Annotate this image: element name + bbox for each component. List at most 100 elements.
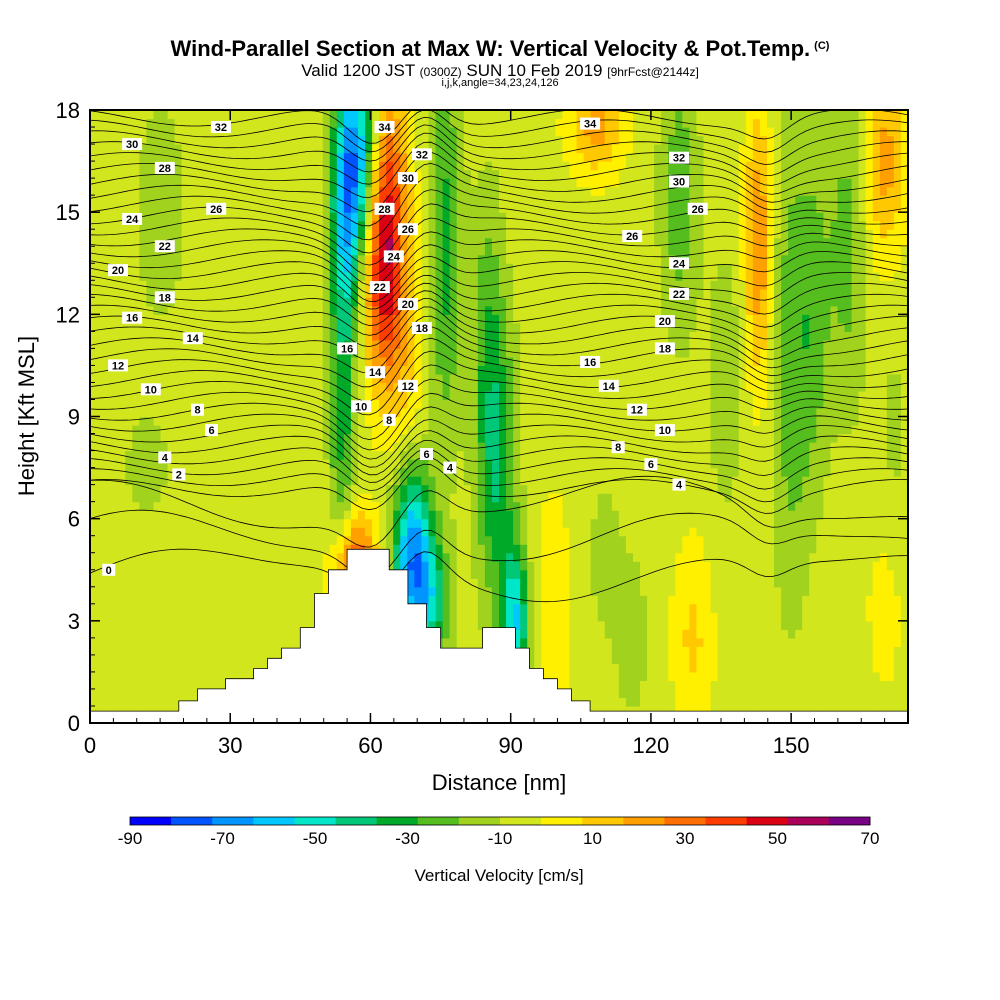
- w-cell: [520, 416, 528, 426]
- w-cell: [520, 390, 528, 401]
- w-cell: [315, 288, 324, 298]
- w-cell: [273, 484, 281, 494]
- w-cell: [301, 552, 310, 562]
- w-cell: [245, 127, 253, 137]
- w-cell: [470, 271, 479, 281]
- w-cell: [238, 161, 246, 171]
- w-cell: [252, 544, 260, 554]
- w-cell: [541, 493, 549, 503]
- w-cell: [273, 271, 281, 281]
- w-cell: [329, 450, 338, 460]
- w-cell: [167, 331, 176, 341]
- w-cell: [414, 535, 423, 545]
- w-cell: [421, 425, 430, 435]
- w-cell: [125, 518, 133, 528]
- w-cell: [442, 212, 451, 222]
- w-cell: [477, 237, 486, 247]
- w-cell: [273, 152, 281, 162]
- w-cell: [350, 442, 359, 452]
- w-cell: [513, 390, 521, 401]
- w-cell: [216, 212, 225, 222]
- w-cell: [477, 407, 486, 418]
- w-cell: [548, 467, 557, 477]
- w-cell: [484, 178, 493, 188]
- w-cell: [238, 212, 246, 222]
- w-cell: [555, 450, 564, 460]
- w-cell: [442, 484, 451, 494]
- w-cell: [153, 501, 162, 511]
- w-cell: [470, 535, 479, 545]
- w-cell: [329, 382, 338, 392]
- w-cell: [301, 331, 310, 341]
- w-cell: [188, 425, 197, 435]
- w-cell: [343, 110, 352, 120]
- w-cell: [245, 578, 253, 588]
- w-cell: [569, 288, 578, 298]
- w-cell: [118, 254, 126, 264]
- w-cell: [506, 348, 514, 358]
- w-cell: [223, 399, 232, 409]
- w-cell: [534, 484, 542, 494]
- w-cell: [484, 297, 493, 307]
- w-cell: [245, 280, 253, 290]
- w-cell: [534, 144, 542, 154]
- w-cell: [343, 297, 352, 307]
- w-cell: [407, 331, 415, 341]
- w-cell: [202, 578, 211, 588]
- w-cell: [350, 527, 359, 537]
- w-cell: [294, 135, 303, 145]
- w-cell: [315, 110, 324, 120]
- w-cell: [534, 527, 542, 537]
- w-cell: [209, 501, 218, 511]
- w-cell: [209, 459, 218, 469]
- w-cell: [132, 237, 140, 247]
- w-cell: [118, 135, 126, 145]
- w-cell: [541, 178, 549, 188]
- w-cell: [287, 416, 296, 426]
- w-cell: [520, 263, 528, 273]
- w-cell: [520, 305, 528, 315]
- w-cell: [280, 356, 289, 367]
- w-cell: [188, 552, 197, 562]
- w-cell: [160, 186, 169, 196]
- w-cell: [365, 493, 373, 503]
- w-cell: [167, 637, 176, 647]
- w-cell: [449, 144, 458, 154]
- w-cell: [569, 569, 578, 579]
- w-cell: [357, 212, 366, 222]
- w-cell: [132, 203, 140, 213]
- w-cell: [273, 254, 281, 264]
- w-cell: [167, 416, 176, 426]
- w-cell: [167, 442, 176, 452]
- w-cell: [266, 629, 274, 639]
- w-cell: [372, 356, 380, 367]
- w-cell: [477, 493, 486, 503]
- w-cell: [287, 603, 296, 613]
- w-cell: [541, 484, 549, 494]
- w-cell: [216, 229, 225, 239]
- w-cell: [202, 629, 211, 639]
- w-cell: [555, 169, 564, 179]
- w-cell: [541, 501, 549, 511]
- w-cell: [336, 442, 345, 452]
- w-cell: [407, 135, 415, 145]
- w-cell: [266, 365, 274, 375]
- w-cell: [273, 390, 281, 401]
- w-cell: [266, 322, 274, 332]
- w-cell: [562, 297, 571, 307]
- w-cell: [188, 373, 197, 384]
- w-cell: [414, 356, 423, 367]
- w-cell: [294, 195, 303, 205]
- w-cell: [97, 637, 105, 647]
- w-cell: [195, 501, 204, 511]
- w-cell: [477, 161, 486, 171]
- grid-indices: i,j,k,angle=34,23,24,126: [441, 77, 559, 89]
- w-cell: [266, 407, 274, 418]
- w-cell: [231, 152, 239, 162]
- w-cell: [266, 297, 274, 307]
- w-cell: [223, 637, 232, 647]
- w-cell: [470, 416, 479, 426]
- w-cell: [308, 450, 317, 460]
- w-cell: [280, 339, 289, 349]
- w-cell: [470, 263, 479, 273]
